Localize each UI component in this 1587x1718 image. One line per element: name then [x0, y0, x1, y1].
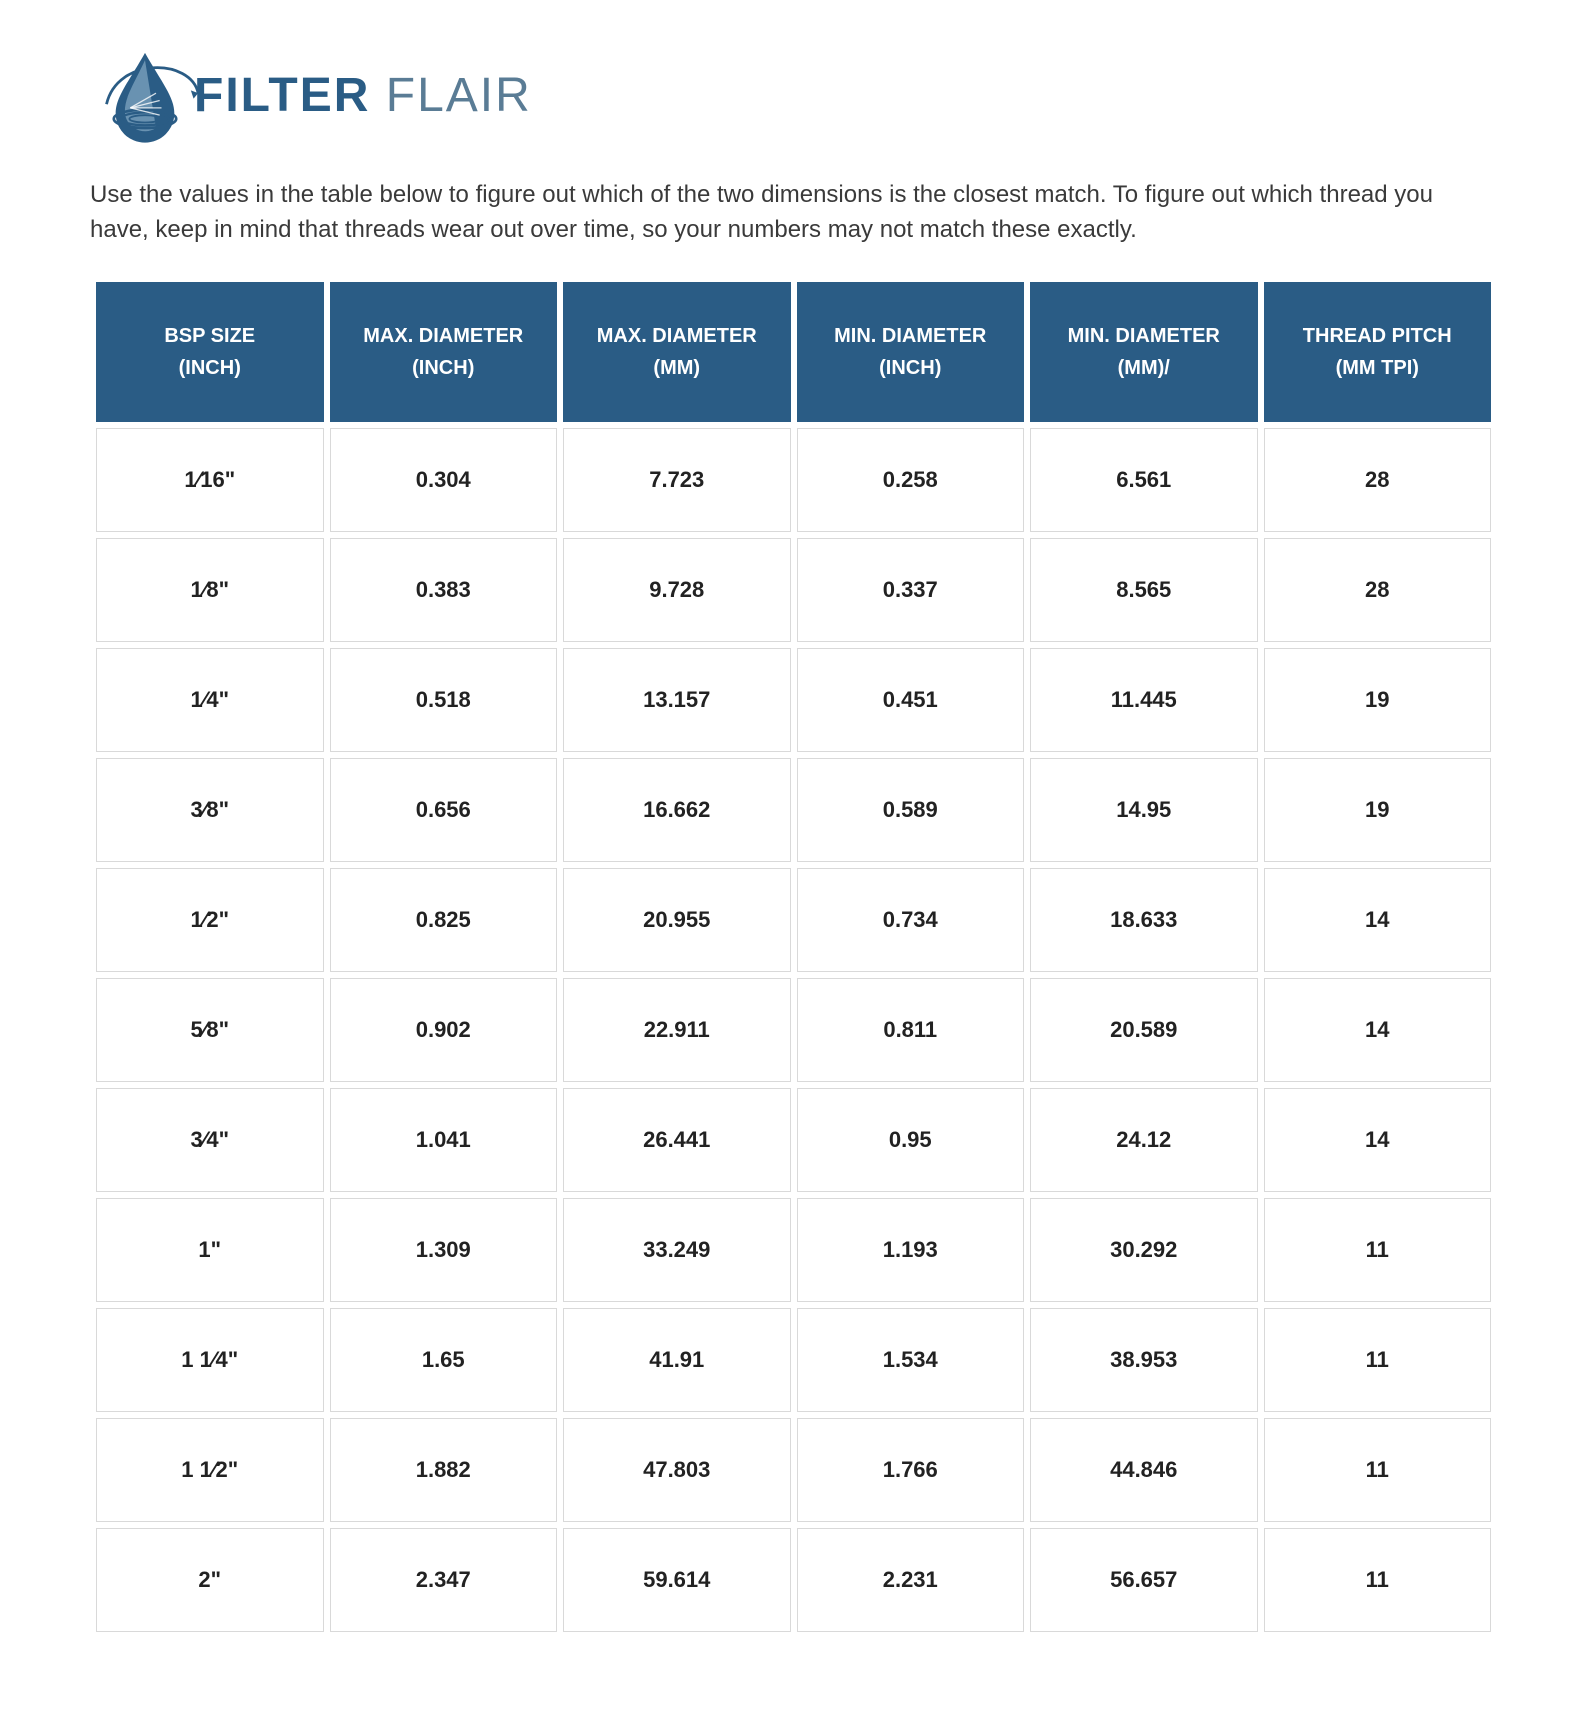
table-header-row: BSP SIZE(INCH) MAX. DIAMETER(INCH) MAX. …	[96, 282, 1491, 422]
cell: 1⁄2"	[96, 868, 324, 972]
bsp-thread-table: BSP SIZE(INCH) MAX. DIAMETER(INCH) MAX. …	[90, 276, 1497, 1638]
cell: 38.953	[1030, 1308, 1258, 1412]
table-row: 1⁄8"0.3839.7280.3378.56528	[96, 538, 1491, 642]
table-row: 1"1.30933.2491.19330.29211	[96, 1198, 1491, 1302]
cell: 9.728	[563, 538, 791, 642]
cell: 1.882	[330, 1418, 558, 1522]
cell: 1.534	[797, 1308, 1025, 1412]
cell: 1⁄8"	[96, 538, 324, 642]
col-max-dia-mm: MAX. DIAMETER(MM)	[563, 282, 791, 422]
cell: 0.304	[330, 428, 558, 532]
cell: 26.441	[563, 1088, 791, 1192]
cell: 41.91	[563, 1308, 791, 1412]
cell: 2.347	[330, 1528, 558, 1632]
cell: 0.383	[330, 538, 558, 642]
cell: 3⁄4"	[96, 1088, 324, 1192]
cell: 2.231	[797, 1528, 1025, 1632]
cell: 33.249	[563, 1198, 791, 1302]
col-bsp-size: BSP SIZE(INCH)	[96, 282, 324, 422]
cell: 1"	[96, 1198, 324, 1302]
logo-drop-icon	[90, 40, 200, 150]
cell: 8.565	[1030, 538, 1258, 642]
cell: 0.825	[330, 868, 558, 972]
cell: 0.518	[330, 648, 558, 752]
table-row: 1⁄2"0.82520.9550.73418.63314	[96, 868, 1491, 972]
cell: 0.337	[797, 538, 1025, 642]
table-row: 1 1⁄2"1.88247.8031.76644.84611	[96, 1418, 1491, 1522]
cell: 5⁄8"	[96, 978, 324, 1082]
cell: 11	[1264, 1198, 1492, 1302]
cell: 0.811	[797, 978, 1025, 1082]
cell: 20.955	[563, 868, 791, 972]
cell: 1.309	[330, 1198, 558, 1302]
cell: 47.803	[563, 1418, 791, 1522]
cell: 24.12	[1030, 1088, 1258, 1192]
cell: 18.633	[1030, 868, 1258, 972]
cell: 14	[1264, 1088, 1492, 1192]
cell: 19	[1264, 648, 1492, 752]
cell: 11	[1264, 1418, 1492, 1522]
cell: 6.561	[1030, 428, 1258, 532]
logo-text: FILTER FLAIR	[194, 68, 532, 123]
cell: 14.95	[1030, 758, 1258, 862]
cell: 14	[1264, 868, 1492, 972]
cell: 56.657	[1030, 1528, 1258, 1632]
cell: 59.614	[563, 1528, 791, 1632]
cell: 1 1⁄4"	[96, 1308, 324, 1412]
cell: 28	[1264, 428, 1492, 532]
cell: 1.041	[330, 1088, 558, 1192]
cell: 2"	[96, 1528, 324, 1632]
cell: 0.656	[330, 758, 558, 862]
cell: 3⁄8"	[96, 758, 324, 862]
cell: 0.95	[797, 1088, 1025, 1192]
cell: 11.445	[1030, 648, 1258, 752]
cell: 0.734	[797, 868, 1025, 972]
table-row: 2"2.34759.6142.23156.65711	[96, 1528, 1491, 1632]
cell: 28	[1264, 538, 1492, 642]
cell: 0.451	[797, 648, 1025, 752]
table-body: 1⁄16"0.3047.7230.2586.56128 1⁄8"0.3839.7…	[96, 428, 1491, 1632]
cell: 30.292	[1030, 1198, 1258, 1302]
cell: 0.258	[797, 428, 1025, 532]
cell: 1.193	[797, 1198, 1025, 1302]
brand-logo: FILTER FLAIR	[90, 40, 1497, 150]
cell: 1.766	[797, 1418, 1025, 1522]
cell: 11	[1264, 1308, 1492, 1412]
table-row: 5⁄8"0.90222.9110.81120.58914	[96, 978, 1491, 1082]
cell: 22.911	[563, 978, 791, 1082]
logo-text-bold: FILTER	[194, 69, 370, 122]
table-row: 1 1⁄4"1.6541.911.53438.95311	[96, 1308, 1491, 1412]
col-max-dia-inch: MAX. DIAMETER(INCH)	[330, 282, 558, 422]
cell: 0.589	[797, 758, 1025, 862]
cell: 20.589	[1030, 978, 1258, 1082]
cell: 14	[1264, 978, 1492, 1082]
cell: 1⁄4"	[96, 648, 324, 752]
cell: 1⁄16"	[96, 428, 324, 532]
table-row: 1⁄16"0.3047.7230.2586.56128	[96, 428, 1491, 532]
cell: 19	[1264, 758, 1492, 862]
logo-text-light: FLAIR	[370, 69, 531, 122]
cell: 13.157	[563, 648, 791, 752]
table-row: 1⁄4"0.51813.1570.45111.44519	[96, 648, 1491, 752]
table-row: 3⁄8"0.65616.6620.58914.9519	[96, 758, 1491, 862]
col-min-dia-inch: MIN. DIAMETER(INCH)	[797, 282, 1025, 422]
col-min-dia-mm: MIN. DIAMETER(MM)/	[1030, 282, 1258, 422]
cell: 44.846	[1030, 1418, 1258, 1522]
cell: 0.902	[330, 978, 558, 1082]
intro-paragraph: Use the values in the table below to fig…	[90, 178, 1497, 248]
col-thread-pitch: THREAD PITCH(MM TPI)	[1264, 282, 1492, 422]
table-row: 3⁄4"1.04126.4410.9524.1214	[96, 1088, 1491, 1192]
cell: 16.662	[563, 758, 791, 862]
cell: 7.723	[563, 428, 791, 532]
cell: 1 1⁄2"	[96, 1418, 324, 1522]
cell: 11	[1264, 1528, 1492, 1632]
cell: 1.65	[330, 1308, 558, 1412]
